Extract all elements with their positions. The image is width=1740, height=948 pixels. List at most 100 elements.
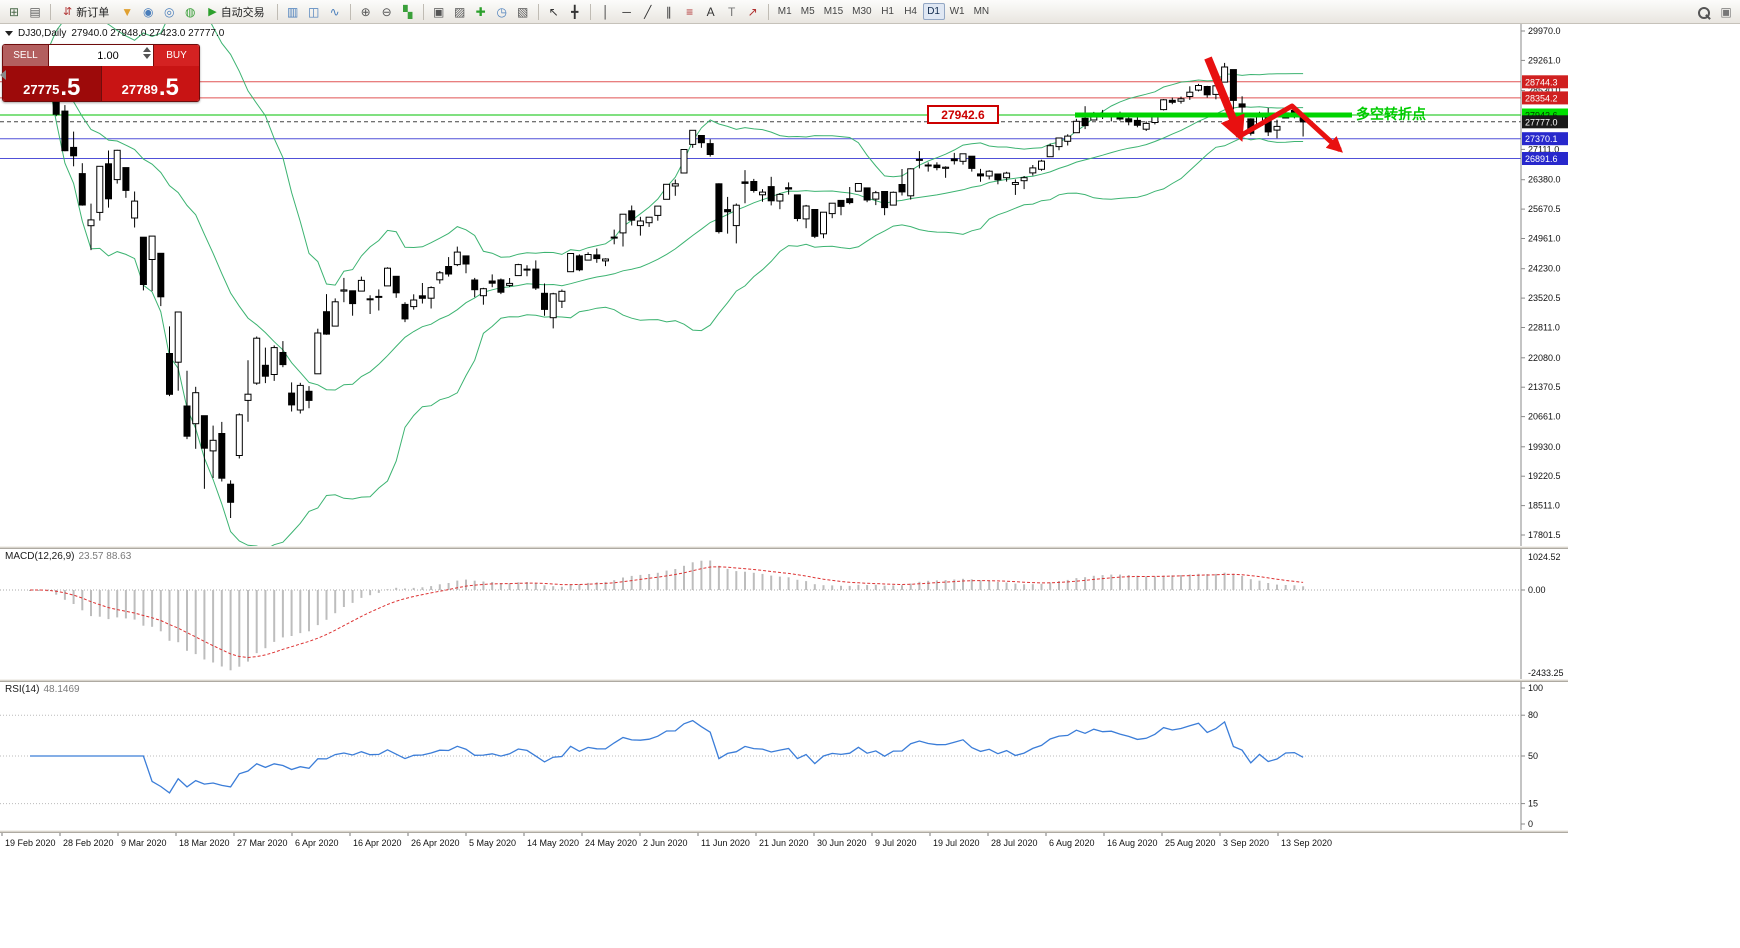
svg-text:0.00: 0.00 [1528,585,1546,595]
timeframe-m30[interactable]: M30 [852,6,872,17]
svg-text:11 Jun 2020: 11 Jun 2020 [701,838,750,848]
text-icon[interactable]: A [706,4,715,19]
svg-text:26 Apr 2020: 26 Apr 2020 [411,838,460,848]
tile-windows-icon[interactable]: ▚ [403,4,413,19]
rsi-value: 48.1469 [43,684,80,695]
svg-text:17801.5: 17801.5 [1528,530,1561,540]
periods-icon[interactable]: ◷ [496,4,507,19]
window-splitter[interactable] [0,679,1568,682]
toolbar-separator [537,3,539,20]
sell-price-int: 27775 [23,81,60,97]
sell-price-frac: .5 [60,73,81,101]
timeframe-d1[interactable]: D1 [922,3,945,20]
window-splitter[interactable] [0,546,1568,549]
arrows-tool-icon[interactable]: ↗ [747,4,758,19]
trade-panel-collapse-icon[interactable] [0,70,6,80]
buy-price[interactable]: 27789.5 [101,66,199,101]
svg-text:28530.0: 28530.0 [1528,86,1561,96]
timeframe-h4[interactable]: H4 [904,6,917,17]
funnel-icon[interactable]: ▼ [121,4,134,19]
community-icon[interactable]: ◉ [142,4,154,19]
profiles-icon[interactable]: ▤ [29,4,41,19]
svg-text:25 Aug 2020: 25 Aug 2020 [1165,838,1216,848]
macd-label: MACD(12,26,9) [5,551,75,562]
indicators-icon[interactable]: ✚ [475,4,486,19]
svg-text:26891.6: 26891.6 [1525,154,1558,164]
svg-text:28744.3: 28744.3 [1525,77,1558,87]
trendline-icon[interactable]: ╱ [644,4,652,19]
svg-text:29970.0: 29970.0 [1528,26,1561,36]
horizontal-line-icon[interactable]: ─ [622,4,631,19]
timeframe-m15[interactable]: M15 [823,6,844,17]
fibonacci-icon[interactable]: ≡ [686,4,694,19]
volume-up-icon[interactable] [143,47,151,52]
sell-button[interactable]: SELL [3,45,49,66]
toolbar-right: ▣ [1695,0,1736,23]
svg-text:16 Aug 2020: 16 Aug 2020 [1107,838,1158,848]
rsi-panel[interactable]: RSI(14) 48.1469 100 80 50 15 0 [0,682,1568,830]
svg-text:29261.0: 29261.0 [1528,55,1561,65]
one-click-trading-panel: SELL BUY 27775.5 27789.5 [2,44,200,102]
svg-text:22080.0: 22080.0 [1528,353,1561,363]
search-icon[interactable] [1695,4,1715,20]
volume-input[interactable] [49,45,153,66]
main-chart[interactable]: 27942.6 多空转折点 29970.0 29261.0 28530.0 27111.0… [0,24,1568,546]
svg-text:6 Aug 2020: 6 Aug 2020 [1049,838,1095,848]
timeframe-h1[interactable]: H1 [881,6,894,17]
zoom-in-icon[interactable]: ⊕ [360,4,371,19]
window-splitter[interactable] [0,830,1568,833]
new-chart-icon[interactable]: ⊞ [8,4,20,19]
svg-text:25670.5: 25670.5 [1528,204,1561,214]
buy-price-frac: .5 [158,73,179,101]
toolbar-separator [589,3,591,20]
svg-text:19930.0: 19930.0 [1528,442,1561,452]
quick-panel-icon[interactable]: ▣ [1720,4,1732,19]
svg-text:20661.0: 20661.0 [1528,412,1561,422]
toolbar-separator [767,3,769,20]
new-order-button[interactable]: ⇵ 新订单 [56,2,116,22]
svg-text:27 Mar 2020: 27 Mar 2020 [237,838,288,848]
chart-title: DJ30,Daily 27940.0 27948.0 27423.0 27777… [5,28,224,39]
new-order-label: 新订单 [76,6,110,19]
zoom-out-icon[interactable]: ⊖ [381,4,392,19]
ohlc-values: 27940.0 27948.0 27423.0 27777.0 [71,28,225,39]
time-axis[interactable]: 19 Feb 2020 28 Feb 2020 9 Mar 2020 18 Mar 2… [0,833,1568,853]
candlestick-chart-icon[interactable]: ◫ [308,4,320,19]
vertical-line-icon[interactable]: │ [601,4,610,19]
text-label-icon[interactable]: T [728,4,736,19]
new-order-icon: ⇵ [63,6,73,18]
volume-down-icon[interactable] [143,54,151,59]
timeframe-mn[interactable]: MN [973,6,990,17]
sell-price[interactable]: 27775.5 [3,66,102,101]
svg-text:14 May 2020: 14 May 2020 [527,838,579,848]
volume-stepper[interactable] [143,47,151,59]
market-icon[interactable]: ◍ [184,4,196,19]
timeframe-m1[interactable]: M1 [777,6,792,17]
support-icon[interactable]: ◎ [163,4,175,19]
buy-button[interactable]: BUY [153,45,199,66]
arrange-windows-icon[interactable]: ▣ [433,4,445,19]
symbol-caret-icon [5,31,13,36]
timeframe-m5[interactable]: M5 [800,6,815,17]
toolbar-separator [276,3,278,20]
cascade-windows-icon[interactable]: ▨ [454,4,466,19]
svg-text:2 Jun 2020: 2 Jun 2020 [643,838,688,848]
line-chart-icon[interactable]: ∿ [329,4,340,19]
bar-chart-icon[interactable]: ▥ [287,4,299,19]
svg-text:21370.5: 21370.5 [1528,382,1561,392]
toolbar: ⊞ ▤ ⇵ 新订单 ▼ ◉ ◎ ◍ ▶ 自动交易 ▥ ◫ ∿ ⊕ ⊖ ▚ ▣ ▨ ✚ ◷ ▧ ↖ ╋ │ ─ ╱ ∥ ≡ A T ↗ M1 M5… [0,0,1740,24]
cursor-icon[interactable]: ↖ [548,4,559,19]
equidistant-channel-icon[interactable]: ∥ [665,4,672,19]
volume-field [49,45,153,66]
macd-panel[interactable]: MACD(12,26,9) 23.57 88.63 1024.52 0.00 -243… [0,549,1568,679]
svg-text:9 Mar 2020: 9 Mar 2020 [121,838,167,848]
svg-text:21 Jun 2020: 21 Jun 2020 [759,838,809,848]
svg-text:27942.6: 27942.6 [941,108,985,122]
timeframe-w1[interactable]: W1 [949,6,965,17]
autotrading-button[interactable]: ▶ 自动交易 [201,2,271,22]
crosshair-icon[interactable]: ╋ [571,4,579,19]
svg-text:3 Sep 2020: 3 Sep 2020 [1223,838,1269,848]
buy-price-int: 27789 [121,81,158,97]
templates-icon[interactable]: ▧ [517,4,529,19]
